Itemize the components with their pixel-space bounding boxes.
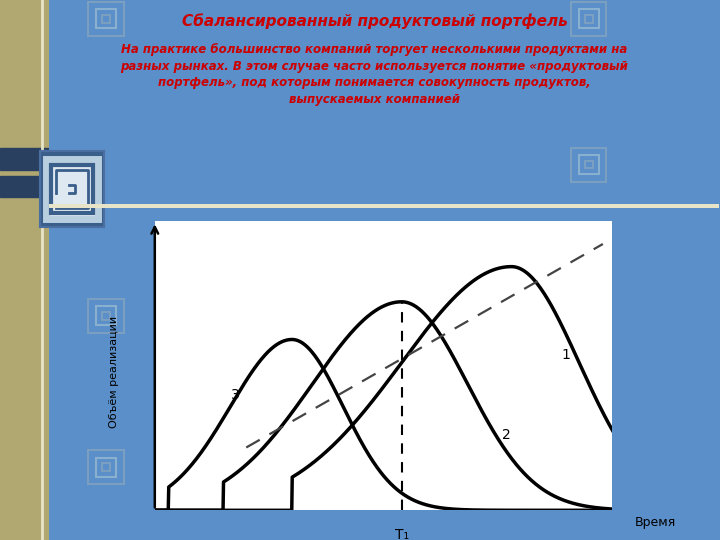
Text: Объём реализации: Объём реализации bbox=[109, 316, 119, 428]
Text: Время: Время bbox=[635, 516, 676, 529]
Bar bbox=[585, 15, 593, 23]
Text: На практике большинство компаний торгует несколькими продуктами на
разных рынках: На практике большинство компаний торгует… bbox=[120, 43, 629, 106]
Bar bbox=[96, 307, 116, 325]
Bar bbox=[96, 10, 116, 28]
Bar bbox=[0, 176, 49, 197]
Bar bbox=[585, 312, 593, 320]
Bar bbox=[102, 463, 110, 471]
Bar bbox=[102, 312, 110, 320]
Bar bbox=[102, 15, 110, 23]
Bar bbox=[579, 457, 598, 476]
Bar bbox=[51, 165, 93, 213]
Bar bbox=[0, 148, 49, 170]
Bar bbox=[579, 307, 598, 325]
Bar bbox=[579, 156, 598, 174]
Bar bbox=[585, 463, 593, 471]
Bar bbox=[46, 159, 98, 219]
Text: 2: 2 bbox=[503, 428, 511, 442]
Text: 3: 3 bbox=[230, 388, 239, 402]
Text: Сбалансированный продуктовый портфель: Сбалансированный продуктовый портфель bbox=[181, 14, 567, 29]
Bar bbox=[585, 161, 593, 168]
Text: T₁: T₁ bbox=[395, 528, 409, 540]
Bar bbox=[96, 457, 116, 476]
Bar bbox=[579, 10, 598, 28]
Text: 1: 1 bbox=[562, 348, 570, 362]
